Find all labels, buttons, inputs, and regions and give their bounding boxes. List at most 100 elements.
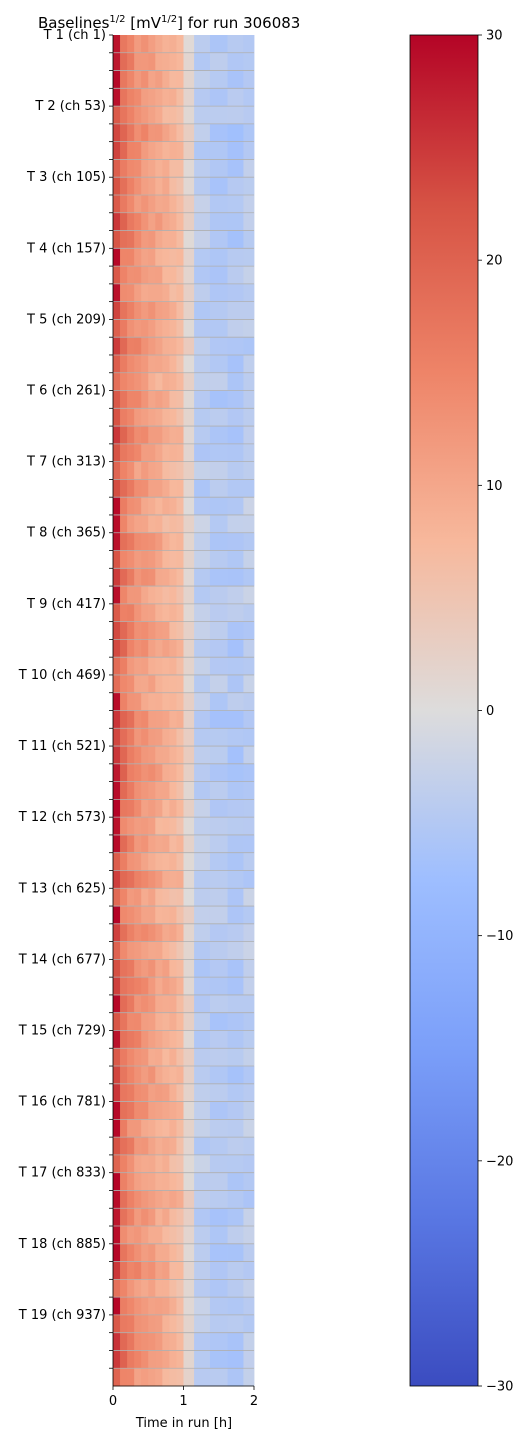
heatmap-cell (176, 1012, 184, 1031)
heatmap-cell (227, 212, 244, 231)
heatmap-cell (155, 834, 163, 854)
heatmap-cell (176, 1243, 184, 1262)
heatmap-cell (113, 1137, 121, 1156)
heatmap-cell (227, 550, 244, 569)
heatmap-cell (120, 550, 128, 569)
heatmap-cell (243, 1119, 255, 1138)
heatmap-cell (162, 1279, 170, 1298)
heatmap-cell (176, 266, 184, 285)
heatmap-cell (169, 372, 177, 391)
heatmap-cell (169, 70, 177, 89)
heatmap-cell (169, 1030, 177, 1049)
heatmap-cell (194, 923, 211, 942)
heatmap-cell (120, 977, 128, 996)
heatmap-cell (183, 1066, 195, 1085)
heatmap-cell (162, 1261, 170, 1280)
heatmap-cell (120, 763, 128, 783)
heatmap-cell (148, 746, 156, 765)
heatmap-cell (127, 870, 135, 889)
heatmap-cell (148, 728, 156, 747)
heatmap-cell (169, 177, 177, 196)
heatmap-cell (209, 248, 228, 267)
heatmap-cell (176, 1314, 184, 1334)
heatmap-cell (134, 301, 142, 320)
heatmap-cell (113, 692, 121, 711)
heatmap-cell (209, 1297, 228, 1316)
heatmap-cell (155, 977, 163, 996)
heatmap-cell (120, 248, 128, 267)
heatmap-cell (134, 923, 142, 942)
heatmap-cell (194, 514, 211, 534)
heatmap-cell (183, 1083, 195, 1102)
heatmap-cell (162, 692, 170, 711)
heatmap-cell (209, 923, 228, 942)
heatmap-cell (162, 1350, 170, 1369)
heatmap-cell (155, 497, 163, 516)
heatmap-cell (134, 1154, 142, 1174)
heatmap-cell (194, 834, 211, 854)
heatmap-cell (169, 1101, 177, 1120)
heatmap-cell (113, 408, 121, 427)
heatmap-cell (162, 106, 170, 125)
heatmap-cell (134, 70, 142, 89)
heatmap-cell (194, 1101, 211, 1120)
heatmap-cell (243, 248, 255, 267)
heatmap-cell (148, 1154, 156, 1174)
heatmap-cell (176, 923, 184, 942)
heatmap-cell (141, 35, 149, 54)
heatmap-cell (134, 1119, 142, 1138)
heatmap-cell (176, 123, 184, 143)
heatmap-cell (183, 1332, 195, 1351)
heatmap-cell (176, 674, 184, 694)
heatmap-cell (120, 923, 128, 942)
heatmap-cell (148, 52, 156, 71)
heatmap-cell (194, 603, 211, 623)
heatmap-cell (183, 994, 195, 1014)
heatmap-cell (113, 35, 121, 54)
heatmap-cell (183, 621, 195, 640)
heatmap-cell (169, 746, 177, 765)
heatmap-cell (209, 194, 228, 214)
heatmap-cell (194, 1261, 211, 1280)
heatmap-cell (227, 941, 244, 960)
heatmap-cell (162, 1190, 170, 1209)
heatmap-cell (169, 479, 177, 498)
heatmap-cell (194, 817, 211, 836)
heatmap-cell (162, 1012, 170, 1031)
heatmap-cell (176, 799, 184, 818)
heatmap-cell (141, 212, 149, 231)
heatmap-cell (134, 994, 142, 1014)
heatmap-cell (141, 1226, 149, 1245)
heatmap-cell (155, 994, 163, 1014)
heatmap-cell (183, 710, 195, 729)
heatmap-cell (243, 337, 255, 356)
heatmap-cell (127, 301, 135, 320)
heatmap-cell (120, 1243, 128, 1262)
heatmap-cell (120, 1226, 128, 1245)
heatmap-cell (162, 70, 170, 89)
heatmap-cell (120, 1066, 128, 1085)
heatmap-cell (243, 141, 255, 160)
heatmap-cell (134, 763, 142, 783)
heatmap-cell (155, 479, 163, 498)
heatmap-cell (243, 230, 255, 249)
heatmap-cell (194, 337, 211, 356)
heatmap-cell (169, 88, 177, 107)
heatmap-cell (148, 497, 156, 516)
heatmap-cell (162, 88, 170, 107)
y-tick-label: T 12 (ch 573) (18, 810, 106, 825)
heatmap-cell (243, 923, 255, 942)
heatmap-cell (113, 1172, 121, 1191)
heatmap-cell (141, 1261, 149, 1280)
heatmap-cell (141, 283, 149, 303)
heatmap-cell (169, 621, 177, 640)
heatmap-cell (176, 408, 184, 427)
heatmap-cell (148, 88, 156, 107)
heatmap-cell (113, 52, 121, 71)
heatmap-cell (148, 852, 156, 871)
heatmap-cell (169, 319, 177, 338)
heatmap-cell (162, 1243, 170, 1262)
heatmap-cell (209, 1279, 228, 1298)
heatmap-cell (227, 1048, 244, 1067)
heatmap-cell (134, 1012, 142, 1031)
